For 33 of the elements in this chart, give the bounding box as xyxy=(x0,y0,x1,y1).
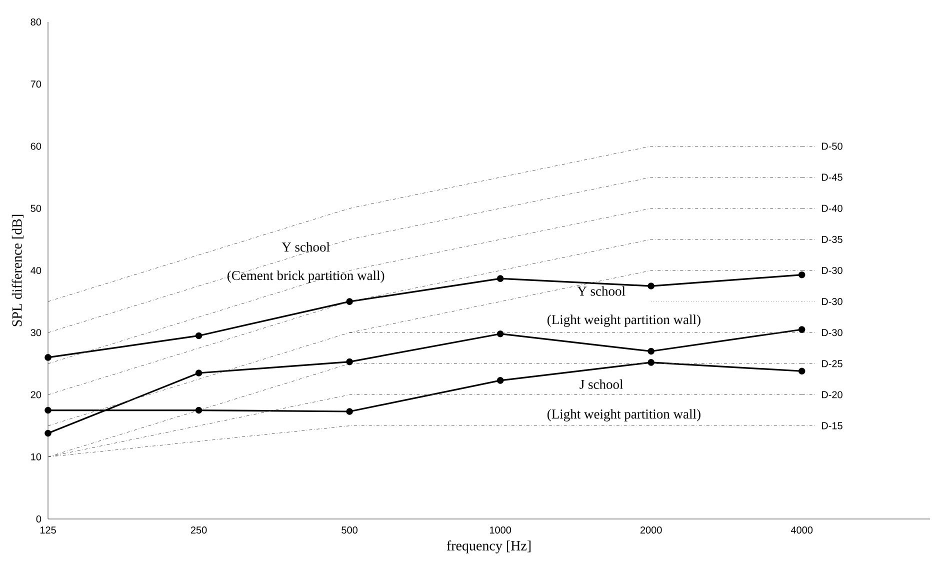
y-tick-label: 70 xyxy=(30,80,42,88)
y-tick-label: 20 xyxy=(30,391,42,398)
annotation: (Light weight partition wall) xyxy=(547,314,700,327)
x-tick-label: 500 xyxy=(342,526,358,534)
y-tick-label: 40 xyxy=(30,266,42,274)
annotation: (Cement brick partition wall) xyxy=(228,270,384,283)
legend-label: D-50 xyxy=(822,142,842,150)
legend-label: D-30 xyxy=(822,298,842,306)
legend-label: D-20 xyxy=(822,391,842,398)
x-tick-label: 250 xyxy=(190,526,207,534)
legend-label: D-45 xyxy=(822,174,842,181)
x-tick-label: 4000 xyxy=(790,526,813,534)
legend-label: D-40 xyxy=(822,204,842,212)
y-tick-label: 80 xyxy=(30,18,42,26)
x-tick-label: 2000 xyxy=(640,526,662,534)
y-tick-label: 30 xyxy=(30,329,42,336)
annotation: Y school xyxy=(282,242,330,252)
y-axis-title: SPL difference [dB] xyxy=(12,214,24,326)
y-tick-label: 60 xyxy=(30,142,42,150)
x-tick-label: 1000 xyxy=(490,526,512,534)
legend-label: D-15 xyxy=(822,422,842,430)
legend-label: D-30 xyxy=(822,266,842,274)
x-axis-title: frequency [Hz] xyxy=(446,540,531,554)
x-tick-label: 125 xyxy=(40,526,56,534)
annotation: J school xyxy=(580,379,623,389)
annotation: Y school xyxy=(577,286,626,296)
legend-label: D-25 xyxy=(822,360,842,368)
legend-label: D-30 xyxy=(822,329,842,336)
y-tick-label: 10 xyxy=(31,453,42,460)
y-tick-label: 50 xyxy=(30,204,42,212)
y-tick-label: 0 xyxy=(36,515,42,523)
legend-label: D-35 xyxy=(822,236,842,243)
annotation: (Light weight partition wall) xyxy=(547,409,700,422)
